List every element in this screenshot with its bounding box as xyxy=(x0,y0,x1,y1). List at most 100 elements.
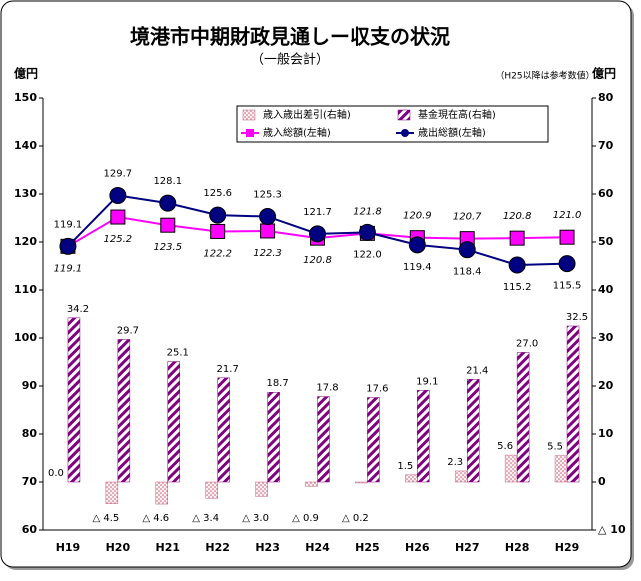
marker xyxy=(559,229,575,245)
data-label: △ 3.4 xyxy=(192,513,219,524)
y2-tick-label: 0 xyxy=(598,475,606,488)
data-label: 121.7 xyxy=(303,207,332,218)
bar xyxy=(554,455,568,483)
y-tick-label: 150 xyxy=(14,91,37,104)
data-label: 32.5 xyxy=(566,312,588,323)
data-label: 27.0 xyxy=(516,338,538,349)
subtitle: （一般会計） xyxy=(251,52,329,68)
data-label: 120.8 xyxy=(503,211,532,222)
data-label: 129.7 xyxy=(104,168,133,179)
y-tick-label: 90 xyxy=(22,379,38,392)
data-label: 120.8 xyxy=(303,255,332,266)
legend-label: 歳出総額(左軸) xyxy=(418,126,486,139)
marker xyxy=(408,236,426,254)
bar xyxy=(267,391,280,483)
data-label: 1.5 xyxy=(397,461,413,472)
y-tick-label: 100 xyxy=(14,331,37,344)
x-tick-label: H29 xyxy=(555,541,580,554)
y-tick-label: 140 xyxy=(14,139,37,152)
data-label: 121.0 xyxy=(553,210,582,221)
bar xyxy=(454,470,468,483)
bar xyxy=(516,352,530,483)
y2-tick-label: 80 xyxy=(598,91,614,104)
data-label: 125.3 xyxy=(253,190,282,201)
x-tick-label: H26 xyxy=(405,541,430,554)
bar xyxy=(367,397,380,483)
marker xyxy=(309,225,326,243)
data-label: △ 3.0 xyxy=(242,513,269,524)
marker xyxy=(110,209,126,225)
bar xyxy=(155,481,169,505)
y2-tick-label: 40 xyxy=(598,283,614,296)
data-label: 17.6 xyxy=(366,384,388,395)
data-label: 118.4 xyxy=(453,267,482,278)
y-axis-label: 億円 xyxy=(14,66,38,81)
y-tick-label: 110 xyxy=(14,283,37,296)
y2-axis-label: 億円 xyxy=(592,66,616,81)
data-label: 125.6 xyxy=(203,188,232,199)
legend-label: 歳入総額(左軸) xyxy=(263,126,331,139)
data-label: 18.7 xyxy=(266,378,288,389)
y-tick-label: 120 xyxy=(14,235,37,248)
data-label: △ 0.2 xyxy=(342,513,369,524)
data-label: 17.8 xyxy=(316,383,338,394)
bar xyxy=(255,481,268,497)
marker xyxy=(458,241,476,259)
y-tick-label: 70 xyxy=(22,475,38,488)
data-label: 21.7 xyxy=(217,364,239,375)
marker xyxy=(508,256,526,274)
data-label: 29.7 xyxy=(117,325,139,336)
data-label: 119.4 xyxy=(403,262,432,273)
bar xyxy=(205,481,218,499)
bar xyxy=(417,390,430,483)
marker xyxy=(259,208,277,226)
data-label: 122.2 xyxy=(203,248,232,259)
x-tick-label: H22 xyxy=(205,541,230,554)
data-label: △ 4.5 xyxy=(92,513,119,524)
bar xyxy=(217,377,230,483)
marker xyxy=(160,217,176,233)
bar xyxy=(167,361,181,483)
data-label: △ 4.6 xyxy=(142,513,169,524)
bar xyxy=(305,481,318,487)
y-tick-label: 60 xyxy=(22,523,38,536)
legend-swatch xyxy=(246,129,254,137)
data-label: 122.3 xyxy=(253,248,282,259)
y2-tick-label: 50 xyxy=(598,235,614,248)
x-tick-label: H28 xyxy=(505,541,530,554)
legend-swatch xyxy=(242,109,256,121)
data-label: 115.5 xyxy=(553,281,582,292)
data-label: 0.0 xyxy=(48,468,64,479)
bar xyxy=(405,474,418,483)
data-label: 123.5 xyxy=(153,242,182,253)
marker xyxy=(109,186,127,204)
note: （H25以降は参考数値） xyxy=(495,70,594,82)
data-label: △ 0.9 xyxy=(292,513,319,524)
legend-swatch xyxy=(401,129,409,137)
marker xyxy=(159,194,177,212)
x-tick-label: H24 xyxy=(305,541,330,554)
marker xyxy=(558,255,576,273)
chart-title: 境港市中期財政見通しー収支の状況 xyxy=(130,25,450,49)
bar xyxy=(117,339,131,483)
marker xyxy=(59,237,77,255)
marker xyxy=(209,206,227,224)
y-tick-label: 130 xyxy=(14,187,37,200)
data-label: 2.3 xyxy=(447,457,463,468)
y2-tick-label: △ 10 xyxy=(598,523,626,536)
marker xyxy=(210,223,226,239)
x-tick-label: H27 xyxy=(455,541,480,554)
x-tick-label: H19 xyxy=(56,541,81,554)
bar xyxy=(355,481,368,484)
bar xyxy=(67,317,81,483)
y2-tick-label: 20 xyxy=(598,379,614,392)
legend-label: 基金現在高(右軸) xyxy=(418,108,496,121)
data-label: 21.4 xyxy=(466,365,488,376)
bar xyxy=(317,396,330,483)
data-label: 5.6 xyxy=(497,441,513,452)
data-label: 121.8 xyxy=(353,206,382,217)
bar xyxy=(504,454,518,483)
x-tick-label: H23 xyxy=(255,541,280,554)
bar xyxy=(105,481,119,504)
data-label: 5.5 xyxy=(547,442,563,453)
